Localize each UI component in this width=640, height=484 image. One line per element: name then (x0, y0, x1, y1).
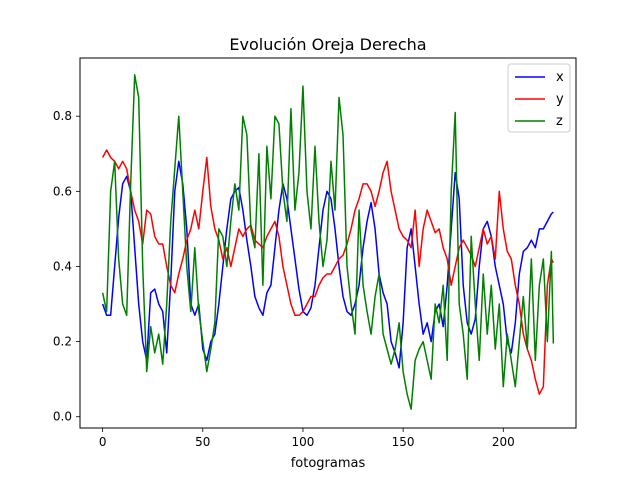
y-tick-label: 0.2 (53, 335, 72, 349)
chart-title: Evolución Oreja Derecha (229, 35, 426, 54)
x-axis: 0 50 100 150 200 (99, 428, 515, 449)
legend-label-z: z (556, 114, 563, 129)
series-line-z (101, 74, 555, 410)
series-line-y (101, 149, 555, 395)
x-axis-label: fotogramas (291, 456, 366, 471)
x-tick-label: 50 (195, 435, 210, 449)
y-tick-label: 0.4 (53, 259, 72, 273)
legend-box (507, 63, 571, 133)
legend-label-y: y (556, 92, 564, 107)
x-tick-label: 0 (99, 435, 107, 449)
x-tick-label: 200 (492, 435, 515, 449)
plot-frame (79, 57, 577, 429)
plot-lines (101, 74, 555, 410)
legend: xyz (507, 63, 571, 133)
series-line-x (101, 160, 554, 369)
y-axis: 0.0 0.2 0.4 0.6 0.8 (53, 109, 80, 424)
legend-label-x: x (556, 70, 564, 85)
y-tick-label: 0.8 (53, 109, 72, 123)
y-tick-label: 0.0 (53, 410, 72, 424)
x-tick-label: 100 (292, 435, 315, 449)
y-tick-label: 0.6 (53, 184, 72, 198)
x-tick-label: 150 (392, 435, 415, 449)
